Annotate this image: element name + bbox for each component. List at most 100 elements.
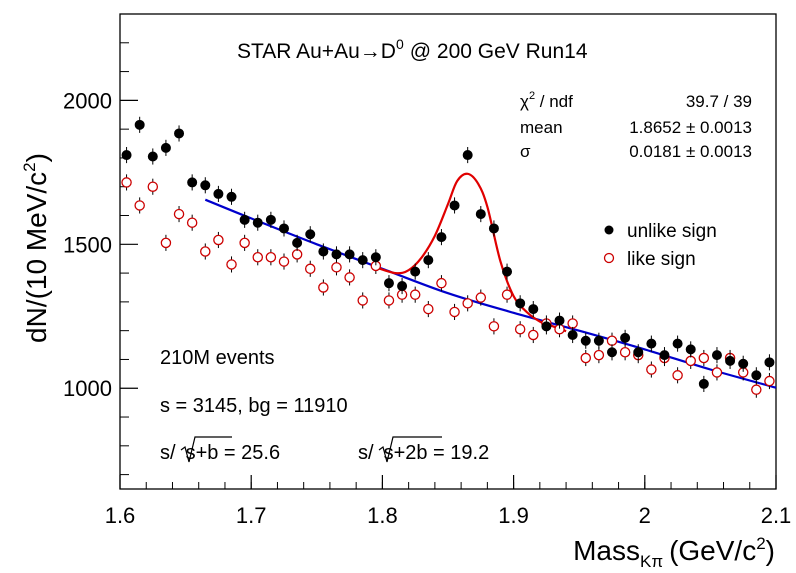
significance-s2b: s/s+2b = 19.2 — [358, 436, 489, 464]
like-sign-point — [226, 259, 237, 270]
unlike-sign-point — [383, 278, 394, 289]
like-sign-point — [357, 295, 368, 306]
unlike-sign-point — [738, 358, 749, 369]
y-tick-label: 2000 — [63, 88, 112, 113]
like-sign-point — [698, 352, 710, 364]
like-sign-point — [147, 181, 159, 192]
like-sign-point — [344, 272, 355, 283]
legend-like-marker — [603, 252, 615, 264]
y-axis-label: dN/(10 MeV/c2) — [20, 153, 52, 343]
unlike-sign-point — [252, 217, 263, 228]
like-sign-point — [501, 289, 513, 300]
unlike-sign-point — [370, 252, 381, 263]
unlike-sign-point — [672, 338, 683, 349]
unlike-sign-point — [554, 315, 565, 326]
like-sign-point — [449, 306, 460, 318]
unlike-sign-point — [725, 355, 736, 366]
like-sign-point — [291, 249, 303, 260]
unlike-sign-point — [502, 266, 513, 277]
x-axis-label: MassKπ (GeV/c2) — [573, 534, 775, 571]
unlike-sign-point — [580, 335, 591, 346]
unlike-sign-point — [567, 329, 578, 340]
chi2-value: 39.7 / 39 — [686, 92, 752, 111]
like-sign-point — [488, 321, 500, 332]
like-sign-points — [121, 174, 775, 398]
like-sign-point — [121, 177, 132, 188]
unlike-sign-point — [344, 249, 355, 260]
unlike-sign-point — [488, 223, 499, 234]
like-sign-point — [173, 208, 185, 220]
like-sign-point — [672, 370, 683, 381]
like-sign-point — [619, 347, 631, 358]
like-sign-point — [528, 329, 539, 341]
x-tick-label: 1.9 — [498, 503, 529, 528]
mean-value: 1.8652 ± 0.0013 — [629, 118, 752, 137]
x-tick-label: 2 — [639, 503, 651, 528]
plot-frame — [119, 13, 777, 490]
y-axis-ticks: 1000 1500 2000 — [63, 13, 138, 476]
significance-sb-text: s/s+b = 25.6 — [160, 442, 280, 464]
like-sign-point — [383, 295, 395, 306]
sigma-value: 0.0181 ± 0.0013 — [629, 142, 752, 161]
like-sign-point — [475, 292, 487, 303]
unlike-sign-point — [121, 150, 132, 161]
unlike-sign-point — [239, 214, 250, 225]
like-sign-point — [304, 263, 316, 275]
like-sign-point — [514, 323, 526, 335]
like-sign-point — [606, 335, 618, 346]
x-axis-ticks: 1.6 1.7 1.8 1.9 2 2.1 — [105, 475, 791, 528]
unlike-sign-point — [607, 347, 618, 358]
like-sign-point — [278, 256, 290, 267]
unlike-sign-point — [620, 332, 631, 343]
unlike-sign-point — [541, 321, 552, 332]
like-sign-point — [200, 246, 211, 257]
sqrt-sign-sb — [180, 436, 232, 463]
legend: unlike sign like sign — [603, 221, 717, 270]
unlike-sign-point — [593, 335, 604, 346]
unlike-sign-point — [659, 350, 670, 361]
unlike-sign-point — [515, 298, 526, 309]
like-sign-point — [318, 282, 329, 293]
unlike-sign-point — [226, 191, 237, 202]
unlike-sign-point — [200, 180, 211, 191]
like-sign-point — [252, 252, 264, 263]
unlike-sign-point — [685, 344, 696, 355]
mean-label: mean — [520, 118, 563, 137]
legend-unlike-marker — [604, 225, 614, 235]
like-sign-point — [134, 200, 145, 211]
unlike-sign-point — [292, 237, 303, 248]
sigma-label: σ — [520, 142, 531, 161]
unlike-sign-point — [147, 151, 158, 162]
unlike-sign-point — [436, 232, 447, 243]
fit-stats-box: χ2 / ndf 39.7 / 39 mean 1.8652 ± 0.0013 … — [520, 90, 752, 161]
unlike-sign-point — [751, 370, 762, 381]
unlike-sign-point — [160, 142, 171, 153]
unlike-sign-point — [711, 350, 722, 361]
x-tick-label: 1.7 — [236, 503, 267, 528]
events-annotation: 210M events — [160, 347, 275, 369]
like-sign-point — [764, 375, 775, 387]
unlike-sign-point — [698, 378, 709, 389]
unlike-sign-point — [449, 200, 460, 211]
like-sign-point — [567, 318, 578, 329]
y-tick-label: 1000 — [63, 376, 112, 401]
like-sign-point — [685, 355, 696, 367]
like-sign-point — [239, 237, 250, 249]
like-sign-point — [646, 364, 657, 375]
like-sign-point — [186, 217, 198, 228]
unlike-sign-point — [646, 338, 657, 349]
chi2-label: χ2 / ndf — [520, 90, 573, 111]
unlike-sign-point — [213, 188, 224, 199]
like-sign-point — [751, 384, 762, 395]
chart-title: STAR Au+Au→D0 @ 200 GeV Run14 — [237, 36, 588, 63]
like-sign-point — [462, 298, 473, 309]
legend-like-label: like sign — [627, 249, 696, 270]
unlike-sign-point — [318, 246, 329, 257]
like-sign-point — [593, 349, 605, 361]
like-sign-point — [436, 277, 447, 289]
y-tick-label: 1500 — [63, 232, 112, 257]
like-sign-point — [711, 367, 723, 378]
like-sign-point — [160, 237, 172, 249]
unlike-sign-point — [278, 223, 289, 234]
